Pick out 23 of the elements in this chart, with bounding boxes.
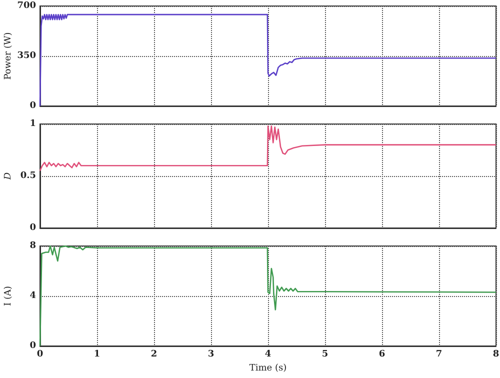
y-axis-title: Power (W) <box>4 32 14 80</box>
y-tick-label: 700 <box>17 1 36 11</box>
y-axis-title: I (A) <box>4 286 14 306</box>
y-tick-label: 350 <box>17 51 36 61</box>
x-tick-label: 7 <box>436 350 442 360</box>
x-axis-title: Time (s) <box>249 363 287 374</box>
x-tick-label: 5 <box>322 350 328 360</box>
y-tick-label: 0 <box>30 223 36 233</box>
x-tick-label: 1 <box>94 350 100 360</box>
y-tick-label: 0 <box>30 341 36 351</box>
y-tick-label: 1 <box>30 119 36 129</box>
x-tick-label: 0 <box>36 350 44 360</box>
line-series <box>39 245 497 347</box>
y-tick-label: 0.5 <box>20 171 36 181</box>
x-tick-label: 3 <box>208 350 214 360</box>
y-tick-label: 8 <box>30 241 36 251</box>
y-tick-label: 0 <box>30 101 36 111</box>
y-tick-label: 4 <box>30 291 36 301</box>
x-tick-label: 8 <box>492 350 500 360</box>
x-tick-label: 2 <box>150 350 158 360</box>
x-tick-label: 4 <box>264 350 272 360</box>
x-tick-label: 6 <box>378 350 386 360</box>
y-axis-title: D <box>4 172 14 181</box>
